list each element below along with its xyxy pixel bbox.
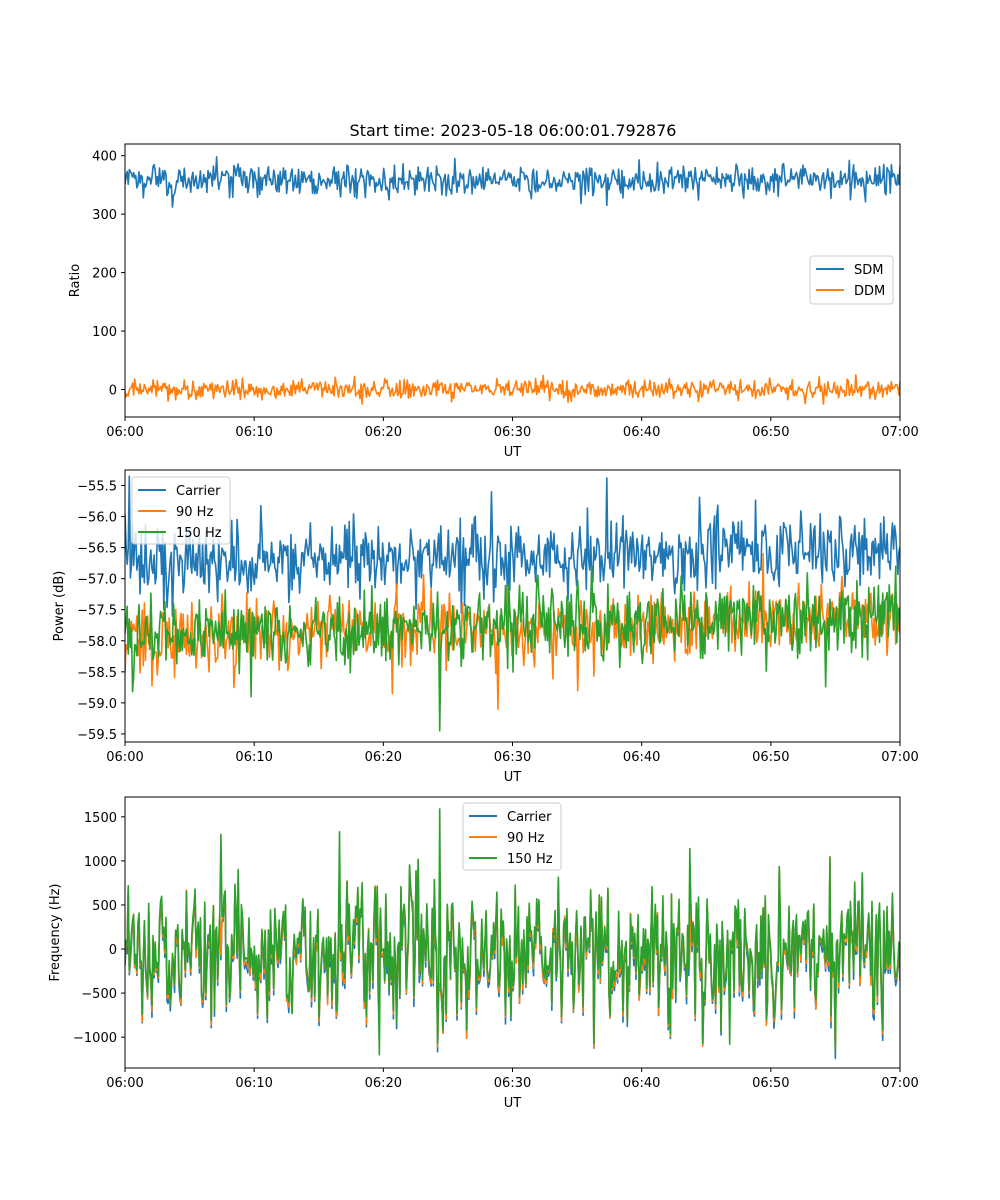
y-tick-label: 100 (92, 325, 117, 340)
legend-label: 90 Hz (176, 505, 213, 520)
y-tick-label: 0 (109, 943, 117, 958)
legend-box (131, 476, 231, 545)
x-tick-label: 06:10 (235, 425, 272, 440)
y-tick-label: −57.5 (77, 604, 117, 619)
x-tick-label: 06:50 (752, 1076, 789, 1091)
legend-label: DDM (854, 284, 885, 299)
legend: Carrier 90 Hz 150 Hz (462, 802, 562, 871)
series-line-150-hz (125, 808, 900, 1056)
y-tick-label: −1000 (73, 1031, 117, 1046)
legend-label: Carrier (176, 484, 221, 499)
series-line-sdm (125, 156, 900, 208)
y-tick-label: −59.0 (77, 697, 117, 712)
y-tick-label: 1500 (84, 811, 117, 826)
legend-label: 90 Hz (507, 831, 544, 846)
legend: SDM DDM (809, 255, 894, 305)
y-tick-label: −57.0 (77, 573, 117, 588)
y-tick-label: −56.5 (77, 542, 117, 557)
y-tick-label: −58.0 (77, 635, 117, 650)
x-tick-label: 07:00 (881, 425, 918, 440)
y-axis-label: Ratio (68, 264, 83, 297)
legend-label: SDM (854, 263, 883, 278)
x-axis-label: UT (504, 1096, 522, 1111)
x-tick-label: 06:40 (623, 425, 660, 440)
x-tick-label: 06:00 (106, 750, 143, 765)
y-tick-label: −58.5 (77, 666, 117, 681)
y-tick-label: 400 (92, 150, 117, 165)
series-line-150-hz (125, 565, 900, 732)
x-tick-label: 06:20 (365, 1076, 402, 1091)
legend-box (462, 802, 562, 871)
y-tick-label: 200 (92, 267, 117, 282)
legend-label: 150 Hz (507, 852, 553, 867)
y-tick-label: −55.5 (77, 480, 117, 495)
y-tick-label: −59.5 (77, 728, 117, 743)
panel-2: 06:00 06:10 06:20 06:30 06:40 06:50 07:00 −55.5… (52, 469, 919, 785)
x-tick-label: 06:40 (623, 750, 660, 765)
y-axis-label: Frequency (Hz) (48, 883, 63, 981)
y-tick-label: 0 (109, 384, 117, 399)
x-tick-label: 07:00 (881, 750, 918, 765)
x-tick-label: 06:50 (752, 425, 789, 440)
x-tick-label: 06:30 (494, 1076, 531, 1091)
x-tick-label: 06:20 (365, 750, 402, 765)
series-line-carrier (125, 475, 900, 617)
y-tick-label: −500 (81, 987, 117, 1002)
x-axis-label: UT (504, 445, 522, 460)
panel-1: 06:00 06:10 06:20 06:30 06:40 06:50 07:00 0 100 2… (68, 143, 919, 460)
x-tick-label: 06:20 (365, 425, 402, 440)
y-tick-label: 500 (92, 899, 117, 914)
x-tick-label: 06:00 (106, 1076, 143, 1091)
legend-label: Carrier (507, 810, 552, 825)
x-tick-label: 06:40 (623, 1076, 660, 1091)
x-tick-label: 06:30 (494, 425, 531, 440)
y-tick-label: 300 (92, 208, 117, 223)
legend-label: 150 Hz (176, 526, 222, 541)
chart-title: Start time: 2023-05-18 06:00:01.792876 (350, 121, 677, 140)
x-axis-label: UT (504, 770, 522, 785)
series-line-ddm (125, 374, 900, 405)
y-tick-label: −56.0 (77, 511, 117, 526)
x-tick-label: 07:00 (881, 1076, 918, 1091)
legend: Carrier 90 Hz 150 Hz (131, 476, 231, 545)
x-tick-label: 06:00 (106, 425, 143, 440)
x-tick-label: 06:50 (752, 750, 789, 765)
panel-3: 06:00 06:10 06:20 06:30 06:40 06:50 07:00 1500 1… (48, 796, 919, 1111)
x-tick-label: 06:30 (494, 750, 531, 765)
panels: 06:00 06:10 06:20 06:30 06:40 06:50 07:00 0 100 2… (48, 143, 919, 1111)
x-tick-label: 06:10 (235, 1076, 272, 1091)
y-axis-label: Power (dB) (52, 571, 67, 642)
y-tick-label: 1000 (84, 855, 117, 870)
x-tick-label: 06:10 (235, 750, 272, 765)
